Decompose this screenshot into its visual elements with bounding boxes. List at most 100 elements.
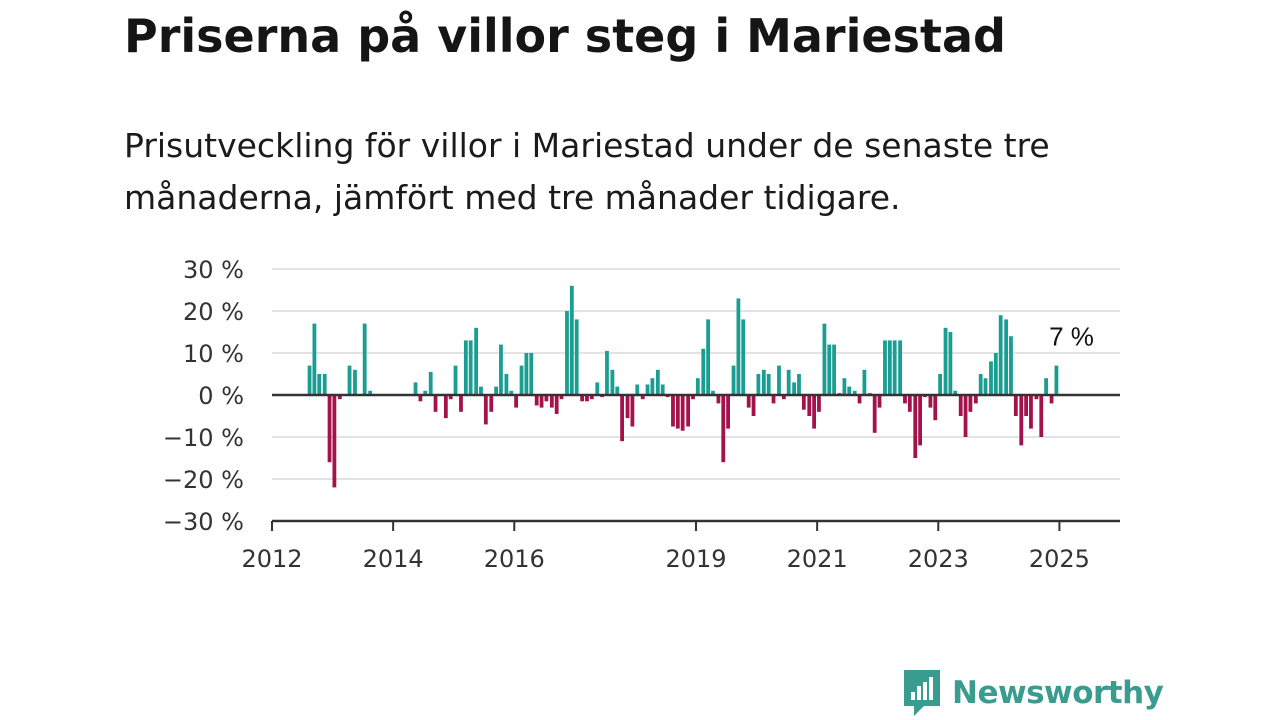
bar xyxy=(433,395,438,412)
bar xyxy=(680,395,685,431)
x-tick-label: 2021 xyxy=(787,545,848,573)
bar xyxy=(741,319,746,395)
bar-series xyxy=(307,285,1059,488)
x-tick-label: 2014 xyxy=(363,545,424,573)
bar xyxy=(771,395,776,404)
bar xyxy=(1013,395,1018,416)
bar xyxy=(671,395,675,427)
bar xyxy=(1029,395,1033,429)
bar xyxy=(706,319,711,395)
bar xyxy=(716,395,721,404)
y-tick-label: −20 % xyxy=(163,466,244,494)
bar xyxy=(1049,395,1054,404)
bar xyxy=(322,374,327,395)
bar xyxy=(514,395,518,408)
bar xyxy=(474,327,479,395)
bar xyxy=(317,374,322,395)
bar xyxy=(655,369,660,395)
bar xyxy=(797,374,801,395)
bar xyxy=(675,395,680,429)
bar xyxy=(827,344,832,395)
bar xyxy=(998,315,1003,395)
bar xyxy=(953,390,958,395)
x-tick-label: 2019 xyxy=(665,545,726,573)
brand-name: Newsworthy xyxy=(952,675,1164,711)
bar xyxy=(483,395,488,425)
bar xyxy=(711,390,715,395)
x-tick-label: 2023 xyxy=(908,545,969,573)
bar xyxy=(978,374,983,395)
bar xyxy=(761,369,766,395)
tick-labels: 30 % 20 % 10 % 0 % −10 % −20 % −30 % 2012 2014 20… xyxy=(163,256,1094,573)
bar xyxy=(565,311,569,395)
bar xyxy=(751,395,756,416)
bar xyxy=(453,365,458,395)
bar xyxy=(993,353,998,395)
bar xyxy=(307,365,312,395)
bar xyxy=(312,323,317,395)
bar xyxy=(1009,336,1013,395)
bar xyxy=(907,395,912,412)
y-tick-label: −10 % xyxy=(163,424,244,452)
brand-logo: Newsworthy xyxy=(902,668,1164,718)
bar xyxy=(1039,395,1044,437)
axes xyxy=(271,393,1120,531)
bar xyxy=(943,327,948,395)
bar xyxy=(807,395,812,416)
bar xyxy=(509,390,514,395)
bar xyxy=(731,365,736,395)
bar xyxy=(933,395,938,421)
newsworthy-logo-icon xyxy=(904,670,940,716)
bar xyxy=(595,382,600,395)
bar xyxy=(968,395,973,412)
bar xyxy=(574,319,579,395)
bar xyxy=(852,390,857,395)
bar xyxy=(645,384,650,395)
bar xyxy=(504,374,509,395)
bar xyxy=(580,395,585,402)
bar xyxy=(524,353,529,395)
bar xyxy=(938,374,942,395)
y-tick-label: 0 % xyxy=(198,382,244,410)
bar xyxy=(479,386,483,395)
bar xyxy=(337,395,342,400)
bar xyxy=(1019,395,1024,446)
bar xyxy=(721,395,726,463)
bar xyxy=(489,395,494,412)
bar xyxy=(958,395,963,416)
bar xyxy=(625,395,630,419)
bar xyxy=(327,395,332,463)
bar xyxy=(877,395,882,408)
bar xyxy=(948,332,953,395)
bar xyxy=(913,395,918,458)
bar xyxy=(1004,319,1009,395)
bar xyxy=(332,395,337,488)
bar xyxy=(918,395,923,446)
bar xyxy=(801,395,806,410)
bar xyxy=(983,378,988,395)
bar xyxy=(615,386,620,395)
bar xyxy=(842,378,847,395)
bar xyxy=(413,382,418,395)
bar xyxy=(817,395,821,412)
bar xyxy=(640,395,645,400)
y-tick-label: −30 % xyxy=(163,508,244,536)
bar xyxy=(792,382,797,395)
bar xyxy=(726,395,730,429)
bar xyxy=(569,285,574,395)
bar xyxy=(494,386,499,395)
bar xyxy=(857,395,862,404)
bar xyxy=(1024,395,1029,416)
bar xyxy=(766,374,771,395)
x-tick-label: 2025 xyxy=(1029,545,1090,573)
y-tick-label: 20 % xyxy=(183,298,244,326)
bar xyxy=(746,395,751,408)
bar xyxy=(903,395,907,404)
bar xyxy=(822,323,827,395)
bar xyxy=(605,350,609,395)
bar xyxy=(630,395,635,427)
bar xyxy=(418,395,423,402)
bar xyxy=(549,395,554,408)
bar xyxy=(686,395,691,427)
